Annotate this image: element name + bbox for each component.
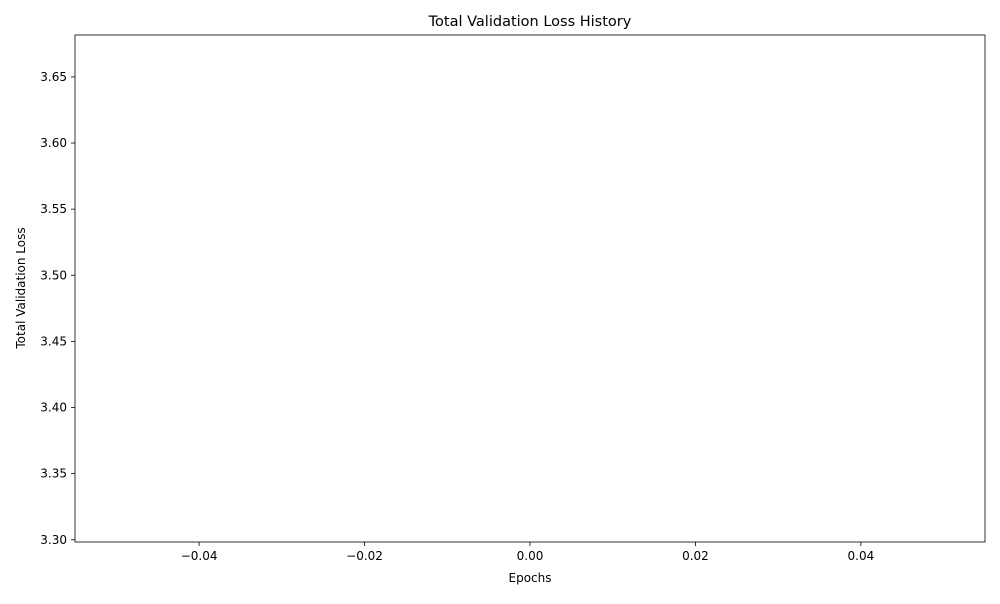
x-axis-label: Epochs: [509, 571, 552, 585]
y-tick-label: 3.40: [40, 401, 67, 415]
plot-area: [74, 34, 986, 543]
x-tick-label: 0.00: [517, 549, 544, 563]
x-tick-label: −0.04: [181, 549, 218, 563]
y-tick-label: 3.30: [40, 533, 67, 547]
x-tick-label: 0.02: [682, 549, 709, 563]
y-axis-ticks: 3.30 3.35 3.40 3.45 3.50 3.55 3.60 3.65: [40, 70, 75, 547]
y-tick-label: 3.35: [40, 467, 67, 481]
y-tick-label: 3.50: [40, 268, 67, 282]
y-tick-label: 3.60: [40, 136, 67, 150]
y-axis-label: Total Validation Loss: [14, 227, 28, 349]
y-tick-label: 3.45: [40, 334, 67, 348]
x-tick-label: −0.02: [346, 549, 383, 563]
x-tick-label: 0.04: [848, 549, 875, 563]
y-tick-label: 3.65: [40, 70, 67, 84]
x-axis-ticks: −0.04 −0.02 0.00 0.02 0.04: [181, 542, 875, 563]
y-tick-label: 3.55: [40, 202, 67, 216]
chart-title: Total Validation Loss History: [428, 14, 632, 30]
